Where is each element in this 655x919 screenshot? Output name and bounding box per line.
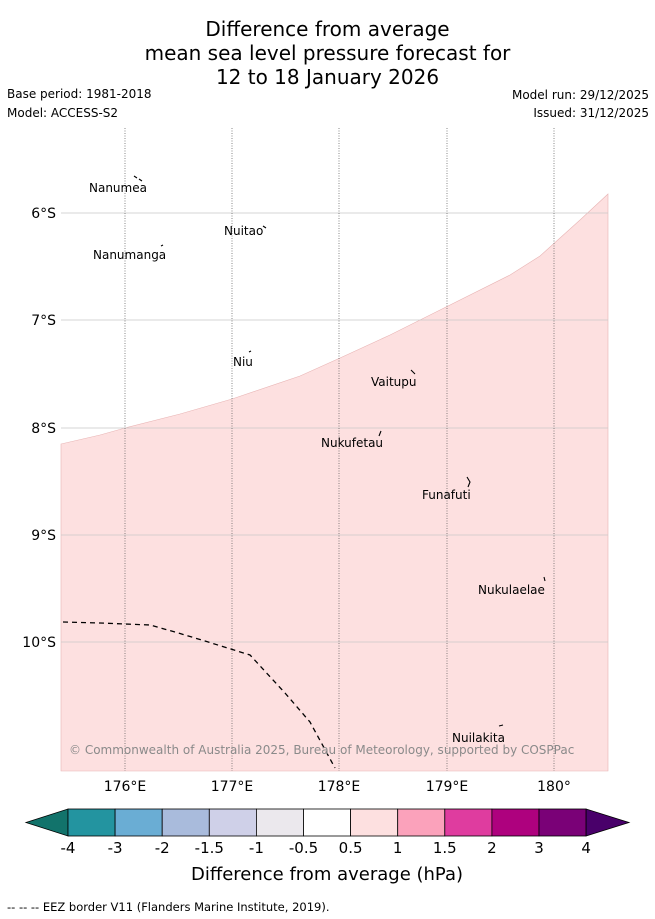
place-nukufetau: Nukufetau (321, 436, 383, 450)
colorbar-cell (255, 808, 304, 837)
colorbar-tick: -2 (155, 839, 170, 857)
eez-legend: -- -- -- EEZ border V11 (Flanders Marine… (7, 900, 330, 914)
place-funafuti: Funafuti (422, 488, 471, 502)
issued-date: Issued: 31/12/2025 (533, 106, 649, 120)
colorbar-extend-high (585, 808, 631, 837)
place-niu: Niu (233, 355, 253, 369)
place-nukulaelae: Nukulaelae (478, 583, 545, 597)
copyright-notice: © Commonwealth of Australia 2025, Bureau… (69, 743, 574, 757)
lat-label-8s: 8°S (31, 421, 56, 437)
lon-label-176e: 176°E (104, 779, 147, 795)
colorbar-cell (444, 808, 493, 837)
colorbar-cell (303, 808, 351, 837)
lon-label-177e: 177°E (211, 779, 254, 795)
colorbar-cell (67, 808, 116, 837)
lon-label-179e: 179°E (426, 779, 469, 795)
place-nuitao: Nuitao (224, 224, 263, 238)
colorbar-cell (350, 808, 399, 837)
map-title-line3: 12 to 18 January 2026 (215, 65, 440, 89)
lat-label-10s: 10°S (22, 635, 56, 651)
colorbar-extend-low (24, 808, 69, 837)
colorbar-tick: -3 (108, 839, 123, 857)
colorbar-cell (161, 808, 210, 837)
colorbar-tick: 2 (487, 839, 497, 857)
colorbar-tick: -4 (61, 839, 76, 857)
lat-label-6s: 6°S (31, 206, 56, 222)
lon-label-178e: 178°E (318, 779, 361, 795)
island-outlines (133, 175, 546, 727)
colorbar-tick: 1.5 (433, 839, 457, 857)
lat-label-9s: 9°S (31, 528, 56, 544)
base-period: Base period: 1981-2018 (7, 87, 152, 101)
lat-label-7s: 7°S (31, 313, 56, 329)
colorbar-cell (114, 808, 163, 837)
model-run: Model run: 29/12/2025 (511, 88, 649, 102)
map-title-line1: Difference from average (205, 17, 450, 41)
eez-border (62, 621, 336, 769)
anomaly-region (60, 193, 609, 772)
colorbar-tick: 0.5 (339, 839, 363, 857)
colorbar-label: Difference from average (hPa) (191, 864, 463, 885)
map-title-line2: mean sea level pressure forecast for (144, 41, 511, 65)
place-nuilakita: Nuilakita (452, 731, 505, 745)
colorbar-cell (491, 808, 540, 837)
place-vaitupu: Vaitupu (371, 375, 417, 389)
colorbar-cell (208, 808, 257, 837)
colorbar-tick: 1 (393, 839, 403, 857)
colorbar-tick: -1.5 (195, 839, 224, 857)
model-name: Model: ACCESS-S2 (7, 106, 119, 120)
lon-label-180: 180° (537, 779, 571, 795)
colorbar-tick: -1 (249, 839, 264, 857)
colorbar-cell (538, 808, 587, 837)
colorbar-tick: 3 (534, 839, 544, 857)
colorbar (24, 808, 631, 837)
gridlines (61, 128, 608, 771)
colorbar-cell (397, 808, 446, 837)
colorbar-tick: 4 (581, 839, 591, 857)
place-nanumanga: Nanumanga (93, 248, 166, 262)
colorbar-tick: -0.5 (289, 839, 318, 857)
place-nanumea: Nanumea (89, 181, 147, 195)
